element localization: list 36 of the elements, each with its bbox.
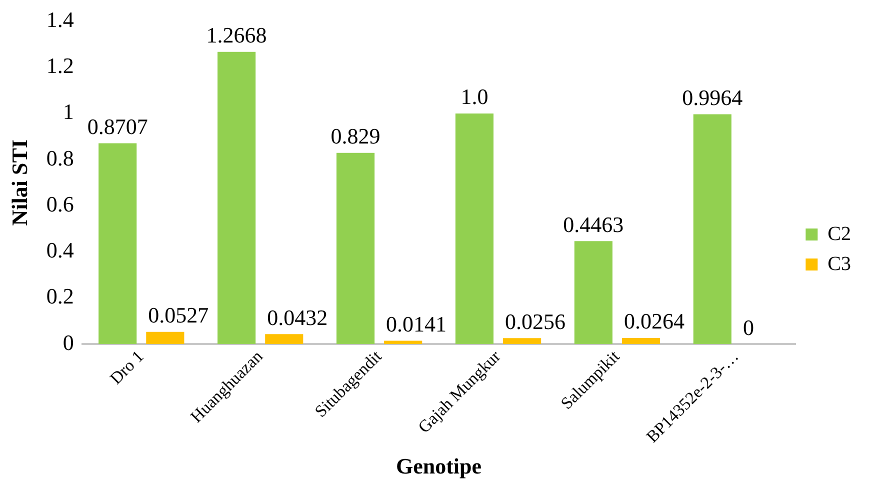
y-tick-label: 0.6 <box>46 191 74 216</box>
y-tick-label: 1.2 <box>46 53 74 78</box>
bar <box>218 52 256 344</box>
data-label: 0.8707 <box>87 114 148 140</box>
data-label: 0.4463 <box>563 212 624 237</box>
y-tick-label: 0.8 <box>46 145 74 170</box>
data-label: 0 <box>742 314 754 340</box>
bar <box>503 338 542 344</box>
y-axis-title: Nilai STI <box>6 140 32 226</box>
x-tick-label: Dro 1 <box>106 346 148 388</box>
bar <box>146 332 184 344</box>
y-tick-label: 0 <box>62 330 74 355</box>
y-tick-label: 0.2 <box>46 284 74 309</box>
legend-label: C3 <box>828 252 852 275</box>
data-label: 1.2668 <box>206 22 267 48</box>
bar <box>693 114 732 344</box>
bar <box>455 113 494 344</box>
data-label: 0.0527 <box>148 302 209 328</box>
bar <box>265 334 304 344</box>
y-tick-label: 1 <box>62 99 74 124</box>
bar <box>622 338 660 344</box>
legend-label: C2 <box>828 222 852 245</box>
bar <box>384 340 422 344</box>
bar <box>336 152 375 344</box>
x-axis-title: Genotipe <box>396 453 482 478</box>
data-label: 0.9964 <box>682 85 743 110</box>
data-label: 1.0 <box>460 84 488 110</box>
y-tick-label: 1.4 <box>46 6 74 32</box>
bar <box>98 143 137 344</box>
data-label: 0.829 <box>330 124 380 149</box>
data-label: 0.0432 <box>267 304 328 330</box>
bar <box>574 241 612 344</box>
data-label: 0.0264 <box>624 308 684 334</box>
data-label: 0.0141 <box>386 312 447 337</box>
y-tick-label: 0.4 <box>46 238 74 263</box>
data-label: 0.0256 <box>505 308 566 334</box>
